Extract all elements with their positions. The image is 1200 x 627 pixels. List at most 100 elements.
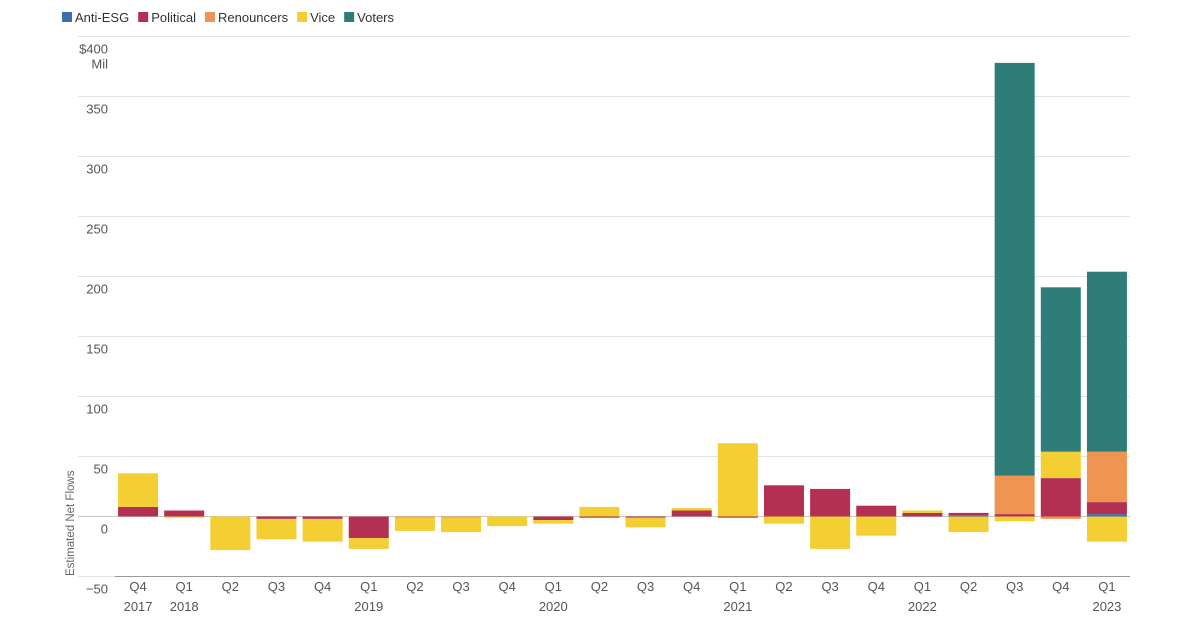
bar-vice-q3-2020 (625, 517, 666, 528)
bar-political-q4-2022 (1040, 478, 1081, 517)
gridlines (78, 36, 1130, 577)
legend-label-anti-esg: Anti-ESG (75, 10, 129, 25)
bar-political-q1-2020 (533, 516, 574, 521)
x-tick-year: 2017 (124, 599, 153, 614)
bar-political-q4-2017 (118, 506, 159, 517)
bar-political-q1-2023 (1086, 502, 1127, 515)
bar-political-q2-2020 (579, 516, 620, 518)
bar-vice-q1-2021 (717, 443, 758, 517)
x-tick-year: 2018 (170, 599, 199, 614)
x-tick-quarter: Q3 (452, 579, 469, 594)
y-tick-label: $400 (79, 42, 108, 57)
x-tick-quarter: Q2 (960, 579, 977, 594)
x-tick-quarter: Q1 (914, 579, 931, 594)
bar-renouncers-q1-2023 (1086, 451, 1127, 503)
legend-swatch-political (138, 12, 149, 22)
x-tick-quarter: Q1 (360, 579, 377, 594)
x-tick-year: 2019 (354, 599, 383, 614)
bar-vice-q3-2019 (441, 517, 482, 533)
x-tick-quarter: Q3 (1006, 579, 1023, 594)
bar-vice-q4-2017 (118, 473, 159, 507)
x-tick-quarter: Q2 (222, 579, 239, 594)
y-tick-label: −50 (86, 582, 108, 597)
bar-voters-q1-2023 (1086, 271, 1127, 452)
bar-vice-q3-2018 (256, 518, 297, 540)
bar-political-q1-2021 (717, 516, 758, 518)
x-tick-quarter: Q3 (821, 579, 838, 594)
legend-swatch-anti-esg (62, 12, 72, 22)
legend-swatch-voters (344, 12, 355, 22)
bar-political-q1-2022 (902, 512, 943, 517)
bar-vice-q1-2019 (348, 538, 389, 549)
bar-political-q4-2018 (302, 516, 343, 519)
x-tick-quarter: Q4 (683, 579, 700, 594)
bar-political-q4-2021 (856, 505, 897, 517)
bar-voters-q4-2022 (1040, 287, 1081, 452)
bar-vice-q4-2020 (671, 508, 712, 511)
x-tick-quarter: Q2 (775, 579, 792, 594)
y-axis-unit-label: Mil (91, 57, 108, 72)
bar-vice-q4-2019 (487, 516, 528, 527)
bar-political-q1-2019 (348, 516, 389, 539)
x-tick-quarter: Q1 (1098, 579, 1115, 594)
legend-swatch-vice (297, 12, 308, 22)
x-tick-year: 2021 (723, 599, 752, 614)
bar-anti-esg-q2-2022 (948, 515, 989, 517)
bar-vice-q3-2021 (810, 516, 851, 549)
y-axis-title: Estimated Net Flows (65, 470, 77, 576)
bar-vice-q4-2018 (302, 518, 343, 542)
x-tick-quarter: Q2 (406, 579, 423, 594)
x-tick-quarter: Q4 (498, 579, 515, 594)
y-tick-label: 100 (86, 402, 108, 417)
bar-political-q4-2020 (671, 510, 712, 517)
bar-renouncers-q3-2019 (441, 516, 482, 518)
y-tick-label: 350 (86, 102, 108, 117)
bar-vice-q2-2021 (763, 516, 804, 524)
bar-vice-q4-2021 (856, 516, 897, 536)
bar-political-q3-2018 (256, 516, 297, 519)
x-tick-quarter: Q1 (545, 579, 562, 594)
x-tick-quarter: Q1 (176, 579, 193, 594)
bar-vice-q3-2022 (994, 516, 1035, 522)
bar-vice-q2-2019 (394, 517, 435, 531)
y-axis-ticks: −50 0 50 100 150 200 250 300 350 $400 (79, 42, 108, 597)
bar-renouncers-q4-2022 (1040, 516, 1081, 519)
y-tick-label: 150 (86, 342, 108, 357)
bar-vice-q4-2022 (1040, 451, 1081, 479)
y-tick-label: 250 (86, 222, 108, 237)
x-tick-quarter: Q4 (1052, 579, 1069, 594)
bar-political-q2-2021 (763, 485, 804, 517)
x-tick-year: 2023 (1092, 599, 1121, 614)
legend-label-political: Political (151, 10, 196, 25)
bar-political-q3-2021 (810, 488, 851, 517)
legend: Anti-ESG Political Renouncers Vice Voters (62, 10, 395, 25)
bar-vice-q1-2022 (902, 510, 943, 513)
bars (118, 62, 1127, 551)
x-tick-quarter: Q4 (868, 579, 885, 594)
y-tick-label: 300 (86, 162, 108, 177)
bar-vice-q2-2018 (210, 516, 251, 551)
y-tick-label: 0 (101, 522, 108, 537)
y-tick-label: 200 (86, 282, 108, 297)
legend-label-voters: Voters (357, 10, 394, 25)
legend-label-renouncers: Renouncers (218, 10, 289, 25)
bar-vice-q1-2020 (533, 520, 574, 524)
x-tick-quarter: Q4 (129, 579, 146, 594)
bar-vice-q2-2020 (579, 506, 620, 517)
legend-label-vice: Vice (310, 10, 335, 25)
bar-vice-q2-2022 (948, 516, 989, 533)
bar-political-q1-2018 (164, 510, 205, 517)
y-tick-label: 50 (94, 462, 108, 477)
bar-political-q2-2022 (948, 512, 989, 516)
bar-political-q3-2022 (994, 514, 1035, 517)
x-tick-quarter: Q3 (637, 579, 654, 594)
x-tick-quarter: Q3 (268, 579, 285, 594)
bar-anti-esg-q1-2023 (1086, 514, 1127, 517)
x-tick-quarter: Q4 (314, 579, 331, 594)
bar-vice-q1-2023 (1086, 516, 1127, 542)
x-tick-year: 2022 (908, 599, 937, 614)
bar-political-q3-2020 (625, 516, 666, 518)
x-tick-year: 2020 (539, 599, 568, 614)
x-axis-ticks: Q4 2017 Q1 2018 Q2 Q3 Q4 Q1 2019 Q2 Q3 Q4 Q1 2020 Q2 Q3… (124, 579, 1122, 614)
